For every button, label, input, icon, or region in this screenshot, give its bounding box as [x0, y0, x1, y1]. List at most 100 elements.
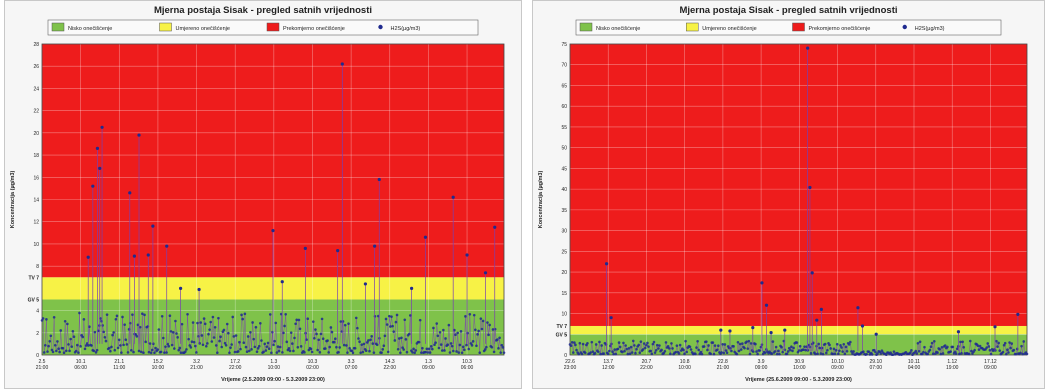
data-point — [839, 344, 842, 347]
data-point — [439, 343, 443, 346]
legend-label-4: H2S(µg/m3) — [391, 26, 421, 32]
legend-swatch-1 — [51, 22, 65, 32]
y-tick-label: 18 — [33, 153, 39, 159]
data-point — [243, 312, 247, 316]
grid — [569, 43, 1027, 356]
data-point — [940, 345, 944, 349]
data-point — [114, 317, 118, 321]
data-point — [337, 350, 340, 354]
data-point — [574, 343, 577, 347]
peak-point — [146, 253, 150, 257]
data-point — [488, 323, 491, 327]
data-point — [798, 344, 802, 348]
data-point — [804, 348, 807, 352]
data-point — [663, 349, 667, 353]
data-point — [464, 315, 467, 318]
threshold-label: TV 7 — [28, 275, 39, 281]
data-point — [926, 352, 930, 356]
data-point — [699, 350, 703, 354]
data-point — [809, 352, 813, 355]
data-point — [600, 344, 603, 347]
peak-point — [819, 307, 823, 311]
data-point — [976, 344, 980, 348]
data-point — [838, 349, 841, 353]
x-tick-date: 1.3 — [270, 359, 277, 365]
data-point — [408, 314, 412, 317]
x-tick-date: 10.10 — [831, 359, 844, 365]
data-point — [188, 344, 192, 347]
data-point — [885, 353, 888, 357]
data-point — [960, 352, 963, 355]
data-point — [479, 317, 483, 320]
data-point — [577, 352, 581, 356]
data-point — [748, 352, 752, 356]
y-tick-label: 55 — [561, 125, 567, 131]
data-point — [389, 325, 392, 328]
data-point — [144, 340, 147, 344]
data-point — [450, 344, 454, 348]
data-point — [954, 352, 958, 355]
peak-point — [808, 185, 812, 190]
data-point — [493, 327, 497, 331]
y-tick-label: 10 — [561, 312, 567, 318]
data-point — [613, 348, 617, 351]
data-point — [216, 351, 219, 355]
y-tick-label: 45 — [561, 166, 567, 172]
data-point — [143, 313, 146, 317]
data-point — [287, 347, 291, 350]
data-point — [436, 334, 440, 338]
data-point — [178, 346, 182, 350]
data-point — [315, 332, 318, 336]
data-point — [497, 347, 500, 350]
peak-point — [137, 133, 141, 137]
data-point — [360, 343, 364, 346]
x-tick-date: 13.7 — [603, 359, 613, 365]
y-axis-label: Koncentracija (µg/m3) — [10, 171, 16, 229]
data-point — [914, 349, 918, 353]
data-point — [128, 321, 132, 325]
data-point — [102, 330, 106, 334]
data-point — [229, 346, 232, 349]
data-point — [978, 344, 982, 348]
data-point — [335, 345, 338, 349]
data-point — [283, 324, 286, 328]
data-point — [831, 352, 835, 356]
data-point — [41, 317, 45, 320]
zone-moderate — [570, 325, 1027, 335]
data-point — [917, 349, 921, 353]
data-point — [594, 343, 598, 346]
peak-point — [98, 166, 102, 170]
data-point — [989, 352, 993, 356]
data-point — [643, 346, 647, 350]
x-tick-date: 10.3 — [462, 359, 472, 365]
data-point — [795, 341, 799, 344]
data-point — [943, 344, 947, 347]
data-point — [327, 351, 330, 354]
data-point — [191, 321, 195, 324]
data-point — [257, 344, 261, 348]
data-point — [103, 335, 107, 339]
data-point — [1002, 343, 1006, 347]
peak-point — [197, 287, 201, 292]
data-point — [1004, 352, 1008, 356]
data-point — [634, 351, 637, 355]
data-point — [626, 352, 630, 356]
data-point — [340, 330, 344, 333]
data-point — [722, 351, 726, 355]
peak-point — [609, 316, 613, 320]
data-point — [675, 344, 679, 347]
data-point — [174, 319, 177, 323]
peak-point — [483, 271, 488, 275]
data-point — [371, 342, 375, 345]
data-point — [305, 338, 308, 341]
data-point — [254, 325, 258, 329]
data-point — [958, 352, 961, 356]
data-point — [136, 323, 140, 327]
data-point — [176, 336, 179, 339]
data-point — [57, 347, 60, 351]
data-point — [397, 337, 401, 340]
x-tick-date: 1.12 — [947, 359, 957, 365]
data-point — [578, 341, 582, 345]
y-tick-label: 60 — [561, 104, 567, 110]
data-point — [711, 341, 715, 344]
